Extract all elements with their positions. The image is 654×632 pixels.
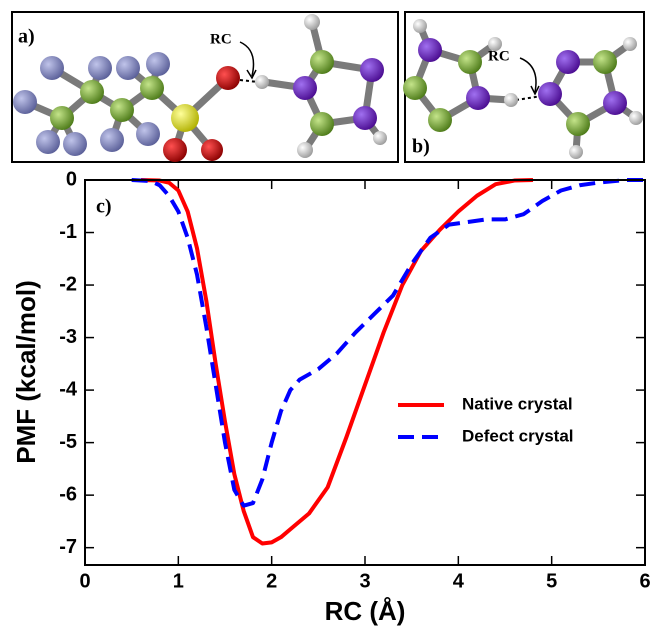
x-tick-label: 1: [173, 570, 184, 592]
x-tick-label: 6: [639, 570, 650, 592]
x-tick-label: 3: [359, 570, 370, 592]
legend-label: Defect crystal: [462, 426, 574, 445]
y-axis-title: PMF (kcal/mol): [11, 280, 41, 463]
plot: 0 1 2 3 4 5 6 0 -1 -2 -3 -4 -5 -6 -7 Native crystal Defe…: [59, 168, 650, 592]
legend-label: Native crystal: [462, 394, 573, 413]
y-tick-label: -4: [59, 378, 78, 400]
x-tick-label: 0: [79, 570, 90, 592]
panel-label: a): [18, 26, 35, 48]
figure: a) RC RC b) 0 1 2 3 4 5 6 0 -1 -2 -3 -4 -5 -6 -7 Native…: [0, 0, 654, 632]
panel-label: c): [96, 196, 112, 218]
x-tick-label: 4: [453, 570, 465, 592]
y-tick-label: -6: [59, 483, 77, 505]
line: [132, 180, 645, 506]
y-tick-label: -2: [59, 273, 77, 295]
rc-label: RC: [210, 31, 232, 47]
y-tick-label: -3: [59, 326, 77, 348]
plot-frame: [85, 180, 645, 565]
line: [141, 180, 533, 543]
x-tick-label: 2: [266, 570, 277, 592]
y-tick-label: -7: [59, 536, 77, 558]
x-tick-label: 5: [546, 570, 557, 592]
rc-label: RC: [488, 48, 510, 64]
y-tick-label: -5: [59, 431, 77, 453]
y-tick-label: 0: [66, 168, 77, 190]
x-axis-title: RC (Å): [325, 596, 406, 626]
y-tick-label: -1: [59, 221, 77, 243]
panel-label: b): [412, 136, 430, 158]
